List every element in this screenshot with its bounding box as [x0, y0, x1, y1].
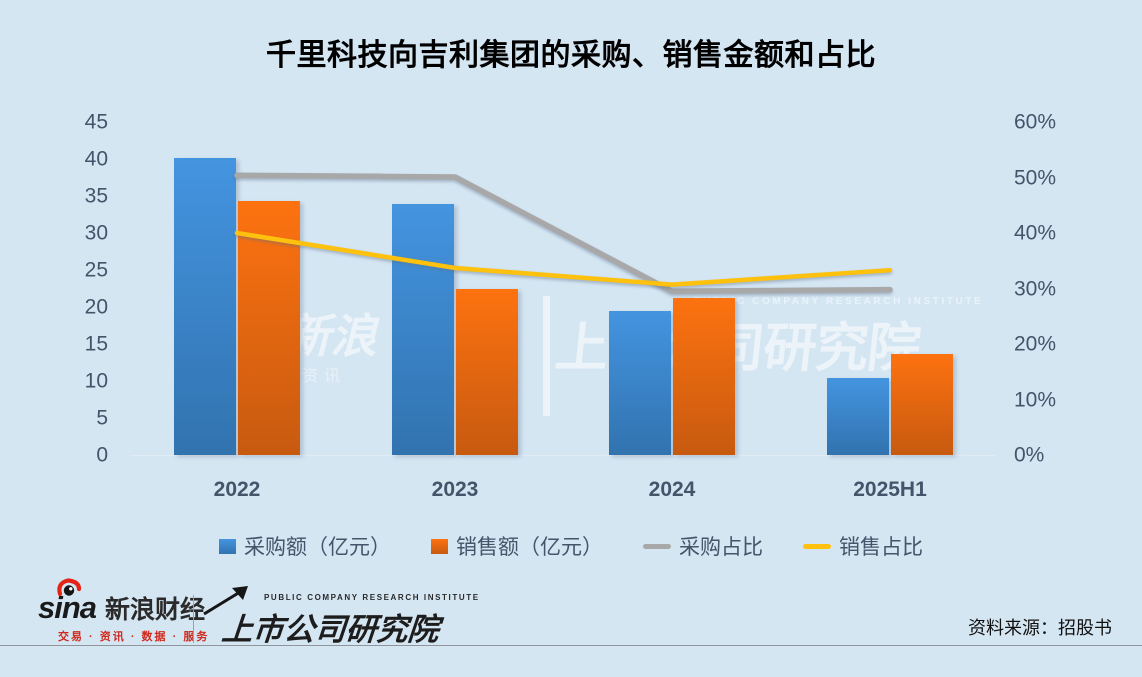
bar-purchase-2025H1 [827, 378, 889, 455]
legend-label: 采购占比 [679, 536, 763, 559]
sina-eye-icon [57, 578, 82, 597]
legend-item-3: 销售占比 [803, 531, 923, 561]
institute-logo: PUBLIC COMPANY RESEARCH INSTITUTE 上市公司研究… [220, 593, 480, 649]
legend-swatch-icon [431, 538, 448, 554]
y-axis-right-tick: 40% [1014, 221, 1057, 245]
x-axis-label-2022: 2022 [213, 478, 261, 501]
y-axis-right-tick: 50% [1014, 166, 1057, 189]
x-axis-label-2023: 2023 [431, 478, 479, 501]
y-axis-right-tick: 20% [1014, 332, 1057, 356]
legend-item-2: 采购占比 [643, 531, 763, 561]
footer-divider [193, 595, 194, 643]
legend-line-icon [803, 543, 831, 549]
legend-label: 采购额（亿元） [244, 536, 391, 559]
bar-purchase-2023 [392, 204, 454, 455]
y-axis-right-tick: 30% [1014, 277, 1057, 300]
x-axis-label-2025H1: 2025H1 [853, 478, 927, 501]
y-axis-left-tick: 40 [84, 147, 108, 171]
bar-sales-2022 [238, 201, 300, 455]
y-axis-left-tick: 25 [84, 258, 108, 282]
bar-sales-2025H1 [891, 354, 953, 455]
y-axis-left-tick: 5 [96, 406, 108, 430]
y-axis-left-tick: 30 [84, 221, 108, 245]
source-note: 资料来源：招股书 [968, 618, 1112, 638]
bar-sales-2023 [456, 289, 518, 455]
institute-caption: PUBLIC COMPANY RESEARCH INSTITUTE [264, 593, 480, 602]
y-axis-right-tick: 60% [1014, 110, 1057, 134]
legend-label: 销售占比 [839, 536, 923, 559]
y-axis-left-tick: 10 [84, 369, 108, 393]
x-axis-label-2024: 2024 [648, 478, 696, 501]
legend: 采购额（亿元） 销售额（亿元） 采购占比 销售占比 [0, 531, 1142, 561]
line-sales-ratio [234, 230, 893, 287]
sina-tagline: 交易 · 资讯 · 数据 · 服务 [58, 631, 210, 643]
institute-arrow-icon [203, 586, 248, 616]
bar-purchase-2022 [174, 157, 236, 455]
watermark-divider [543, 296, 550, 416]
y-axis-left-tick: 35 [84, 184, 108, 208]
watermark-institute-caption: PUBLIC COMPANY RESEARCH INSTITUTE [694, 296, 984, 307]
chart-title: 千里科技向吉利集团的采购、销售金额和占比 [266, 39, 876, 72]
sina-finance-logo: sina 新浪财经 交易 · 资讯 · 数据 · 服务 [38, 578, 210, 644]
legend-item-1: 销售额（亿元） [431, 531, 603, 561]
y-axis-right-tick: 10% [1014, 388, 1057, 411]
institute-name: 上市公司研究院 [220, 612, 441, 647]
legend-label: 销售额（亿元） [456, 536, 603, 559]
y-axis-left-tick: 15 [84, 332, 108, 356]
legend-line-icon [643, 543, 671, 549]
y-axis-left-tick: 45 [84, 110, 108, 134]
sina-logo-word: sina [38, 590, 97, 625]
y-axis-left-tick: 20 [84, 295, 108, 319]
watermark-sina-subtext: 资讯 [302, 368, 347, 385]
legend-item-0: 采购额（亿元） [219, 531, 391, 561]
x-axis-baseline [130, 455, 996, 456]
y-axis-right-tick: 0% [1014, 443, 1045, 467]
footer-rule [0, 645, 1142, 646]
bar-purchase-2024 [609, 310, 671, 455]
line-purchase-ratio [234, 172, 893, 295]
sina-brand-text: 新浪财经 [105, 595, 206, 624]
bar-sales-2024 [673, 298, 735, 455]
y-axis-left-tick: 0 [96, 443, 108, 467]
legend-swatch-icon [219, 538, 236, 554]
watermark-institute-text: 上市公司研究院 [552, 319, 923, 378]
